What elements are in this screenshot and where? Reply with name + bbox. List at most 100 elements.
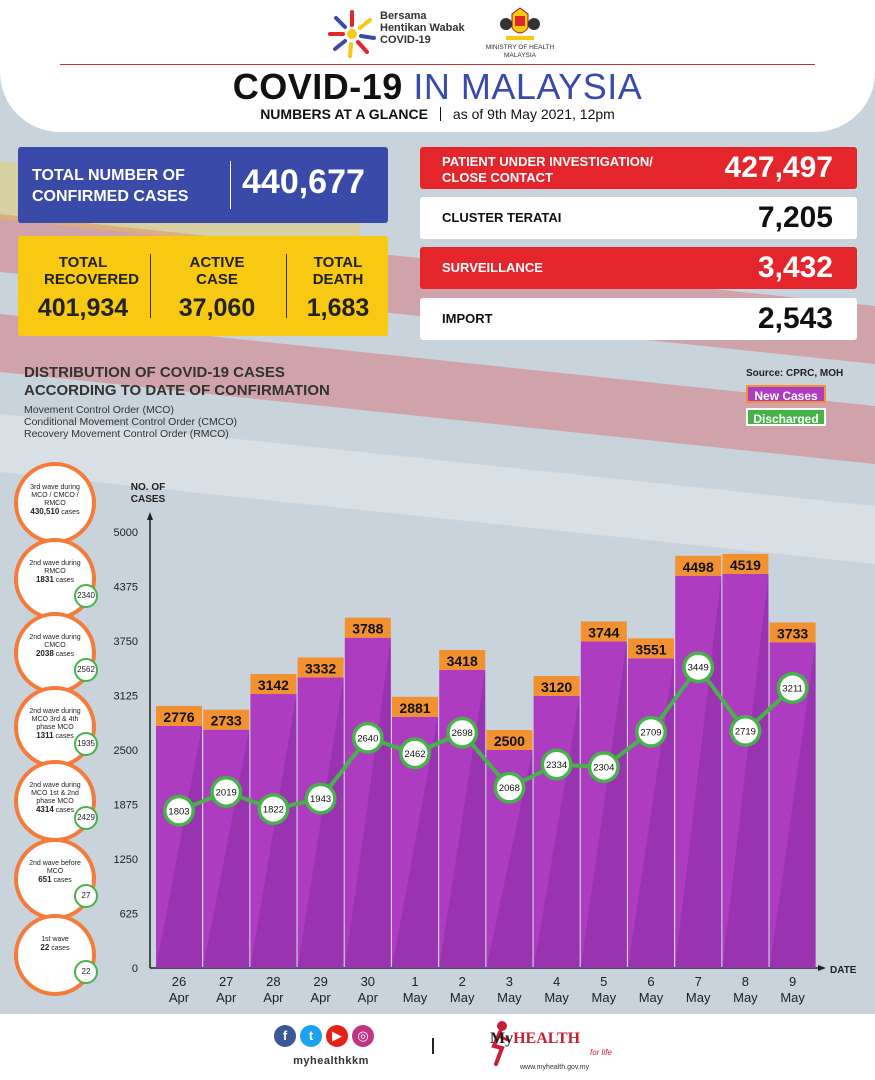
discharged-value-label: 2462 xyxy=(404,749,425,760)
import-row: IMPORT 2,543 xyxy=(420,298,857,340)
facebook-icon[interactable]: f xyxy=(274,1025,296,1047)
discharged-value-label: 3211 xyxy=(782,684,802,695)
discharged-value-label: 2640 xyxy=(357,733,378,744)
wave-description: 1st wave xyxy=(41,936,69,943)
wave-discharged-badge: 2562 xyxy=(74,658,98,682)
x-tick-day: 3 xyxy=(506,974,513,989)
discharged-point-inner xyxy=(355,725,381,751)
x-tick-day: 5 xyxy=(600,974,607,989)
discharged-point-inner xyxy=(732,718,758,744)
discharged-point-inner xyxy=(166,798,192,824)
recovered-stat: TOTAL RECOVERED 401,934 xyxy=(18,236,148,336)
wave-cases-number: 4314 xyxy=(35,805,54,814)
legend-new-cases: New Cases xyxy=(746,385,826,403)
discharged-value-label: 1943 xyxy=(310,794,331,805)
y-tick-label: 625 xyxy=(120,909,138,921)
wave-text: 3rd wave during MCO / CMCO / RMCO 430,510… xyxy=(22,484,88,517)
youtube-icon[interactable]: ▶ xyxy=(326,1025,348,1047)
wave-cases: 2038 cases xyxy=(22,650,88,659)
wave-discharged-badge: 27 xyxy=(74,884,98,908)
distribution-title-line1: DISTRIBUTION OF COVID-19 CASES xyxy=(24,364,285,381)
discharged-point-inner xyxy=(780,675,806,701)
wave-text: 2nd wave during MCO 3rd & 4th phase MCO 1… xyxy=(22,708,88,741)
discharged-value-label: 1822 xyxy=(263,805,284,816)
y-axis-label: NO. OF xyxy=(131,482,165,493)
wave-cases: 651 cases xyxy=(22,876,88,885)
discharged-point-inner xyxy=(496,775,522,801)
bar-shade xyxy=(580,641,627,968)
x-tick-day: 1 xyxy=(411,974,418,989)
recovered-label: TOTAL RECOVERED xyxy=(44,254,140,288)
bar-label-bg xyxy=(439,649,486,670)
wave-description: 2nd wave during MCO 3rd & 4th phase MCO xyxy=(29,708,81,731)
death-stat: TOTAL DEATH 1,683 xyxy=(288,236,388,336)
note-cmco: Conditional Movement Control Order (CMCO… xyxy=(24,416,237,428)
y-axis-label: CASES xyxy=(131,494,166,505)
wave-cases-unit: cases xyxy=(51,945,70,952)
instagram-icon[interactable]: ◎ xyxy=(352,1025,374,1047)
legend-discharged: Discharged xyxy=(746,408,826,426)
wave-description: 2nd wave during MCO 1st & 2nd phase MCO xyxy=(29,782,81,805)
x-tick-month: May xyxy=(686,990,711,1005)
y-tick-label: 1875 xyxy=(114,800,138,812)
x-tick-month: May xyxy=(592,990,617,1005)
discharged-point-inner xyxy=(685,654,711,680)
page-subtitle: NUMBERS AT A GLANCE as of 9th May 2021, 1… xyxy=(0,106,875,122)
pui-label: PATIENT UNDER INVESTIGATION/ CLOSE CONTA… xyxy=(442,154,653,185)
wave-text: 2nd wave during CMCO 2038 cases xyxy=(22,634,88,659)
wave-discharged-badge: 1935 xyxy=(74,732,98,756)
x-tick-month: May xyxy=(733,990,758,1005)
x-tick-day: 9 xyxy=(789,974,796,989)
wave-text: 2nd wave before MCO 651 cases xyxy=(22,860,88,885)
social-icons: f t ▶ ◎ xyxy=(270,1025,390,1055)
source-note: Source: CPRC, MOH xyxy=(746,368,844,379)
bar-value-label: 4519 xyxy=(730,557,761,573)
header: Bersama Hentikan Wabak COVID-19 MINISTRY… xyxy=(0,0,875,132)
sunburst-icon xyxy=(328,10,376,58)
x-tick-month: Apr xyxy=(310,990,331,1005)
x-tick-day: 7 xyxy=(695,974,702,989)
death-label: TOTAL DEATH xyxy=(312,254,364,288)
header-rule xyxy=(60,64,815,65)
wave-circle: 2nd wave during RMCO 1831 cases xyxy=(14,538,96,620)
brand-my: My xyxy=(490,1030,514,1047)
bar-label-bg xyxy=(769,622,816,643)
x-axis-label: DATE xyxy=(830,965,857,976)
discharged-value-label: 2698 xyxy=(452,728,473,739)
myhealth-brand: MyHEALTH xyxy=(490,1030,580,1048)
bar-label-bg xyxy=(722,553,769,574)
x-tick-month: Apr xyxy=(216,990,237,1005)
bar-shade xyxy=(250,694,297,968)
x-tick-month: May xyxy=(497,990,522,1005)
bar-value-label: 2881 xyxy=(399,700,430,716)
pui-value: 427,497 xyxy=(724,151,833,184)
x-tick-day: 2 xyxy=(459,974,466,989)
x-tick-month: Apr xyxy=(358,990,379,1005)
discharged-value-label: 2719 xyxy=(735,726,756,737)
bar-label-bg xyxy=(675,555,722,576)
bar-label-bg xyxy=(344,617,391,638)
discharged-point-inner xyxy=(591,754,617,780)
subtitle-label: NUMBERS AT A GLANCE xyxy=(260,106,428,122)
distribution-title: DISTRIBUTION OF COVID-19 CASES ACCORDING… xyxy=(24,364,330,400)
bar-value-label: 2776 xyxy=(163,709,194,725)
twitter-icon[interactable]: t xyxy=(300,1025,322,1047)
distribution-title-line2: ACCORDING TO DATE OF CONFIRMATION xyxy=(24,382,330,399)
website-text: www.myhealth.gov.my xyxy=(520,1064,590,1071)
total-confirmed-value: 440,677 xyxy=(242,163,365,201)
bar-value-label: 3733 xyxy=(777,625,808,641)
wave-cases-unit: cases xyxy=(55,577,75,584)
wave-cases: 22 cases xyxy=(22,944,88,953)
wave-cases: 4314 cases xyxy=(22,806,88,815)
active-stat: ACTIVE CASE 37,060 xyxy=(152,236,282,336)
wave-cases: 1831 cases xyxy=(22,576,88,585)
bar-value-label: 3788 xyxy=(352,621,383,637)
wave-cases-number: 430,510 xyxy=(30,507,60,516)
bar-label-bg xyxy=(203,709,250,730)
social-handle: myhealthkkm xyxy=(293,1055,369,1067)
bar-shade xyxy=(439,669,486,968)
wave-cases: 1311 cases xyxy=(22,732,88,741)
footer xyxy=(0,1014,875,1080)
cluster-value: 7,205 xyxy=(757,201,833,234)
bar-shade xyxy=(203,729,250,968)
